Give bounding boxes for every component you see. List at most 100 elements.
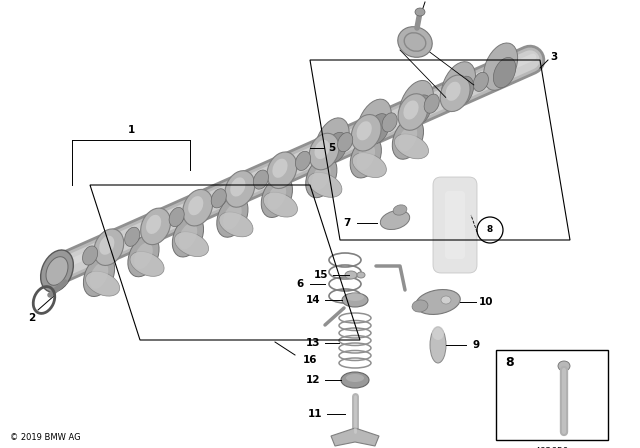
- Ellipse shape: [345, 271, 357, 279]
- Ellipse shape: [352, 153, 387, 177]
- Text: 11: 11: [308, 409, 323, 419]
- Text: 9: 9: [472, 340, 479, 350]
- Ellipse shape: [403, 100, 419, 120]
- Ellipse shape: [312, 164, 331, 190]
- Ellipse shape: [86, 271, 120, 296]
- Ellipse shape: [356, 144, 375, 170]
- Ellipse shape: [493, 57, 516, 88]
- Ellipse shape: [219, 212, 253, 237]
- Ellipse shape: [415, 8, 425, 16]
- Ellipse shape: [441, 296, 451, 304]
- Ellipse shape: [267, 152, 297, 189]
- Ellipse shape: [342, 293, 368, 307]
- Ellipse shape: [315, 118, 349, 165]
- Ellipse shape: [83, 246, 98, 265]
- Text: 14: 14: [306, 295, 320, 305]
- Ellipse shape: [134, 243, 153, 269]
- Ellipse shape: [273, 159, 287, 178]
- Ellipse shape: [179, 223, 197, 249]
- Ellipse shape: [451, 76, 474, 107]
- Ellipse shape: [188, 196, 204, 215]
- Ellipse shape: [558, 361, 570, 371]
- Ellipse shape: [306, 156, 337, 198]
- Ellipse shape: [296, 151, 310, 170]
- Ellipse shape: [175, 232, 209, 257]
- Ellipse shape: [367, 114, 389, 144]
- Ellipse shape: [380, 211, 410, 229]
- Ellipse shape: [125, 227, 140, 246]
- Ellipse shape: [346, 293, 364, 301]
- Ellipse shape: [325, 132, 348, 163]
- Ellipse shape: [392, 117, 424, 159]
- Ellipse shape: [399, 81, 433, 128]
- Ellipse shape: [356, 121, 372, 140]
- Ellipse shape: [440, 75, 470, 112]
- Ellipse shape: [264, 192, 298, 217]
- Ellipse shape: [398, 94, 428, 130]
- Ellipse shape: [172, 215, 204, 257]
- Ellipse shape: [169, 207, 184, 227]
- Ellipse shape: [398, 27, 432, 57]
- Ellipse shape: [341, 372, 369, 388]
- Ellipse shape: [253, 170, 268, 189]
- Ellipse shape: [399, 125, 417, 151]
- Ellipse shape: [346, 374, 364, 382]
- Ellipse shape: [146, 215, 161, 234]
- Ellipse shape: [183, 190, 212, 226]
- Text: 12: 12: [306, 375, 320, 385]
- Ellipse shape: [424, 94, 439, 113]
- Ellipse shape: [442, 62, 476, 109]
- Ellipse shape: [337, 133, 353, 152]
- Ellipse shape: [309, 133, 339, 170]
- Text: 5: 5: [328, 143, 335, 153]
- Ellipse shape: [409, 95, 431, 125]
- Text: 4: 4: [428, 0, 435, 2]
- FancyBboxPatch shape: [445, 191, 465, 259]
- Text: 7: 7: [343, 218, 351, 228]
- Ellipse shape: [130, 251, 164, 276]
- Ellipse shape: [128, 235, 159, 277]
- Text: 13: 13: [306, 338, 320, 348]
- Text: 15: 15: [314, 270, 328, 280]
- Ellipse shape: [350, 136, 381, 178]
- Ellipse shape: [445, 82, 461, 101]
- Ellipse shape: [94, 229, 124, 266]
- Ellipse shape: [314, 140, 330, 159]
- Ellipse shape: [99, 236, 115, 255]
- Ellipse shape: [217, 195, 248, 237]
- Text: 1: 1: [127, 125, 134, 135]
- Ellipse shape: [211, 189, 227, 208]
- Bar: [496, 350, 608, 440]
- Polygon shape: [331, 428, 379, 446]
- Text: 8: 8: [506, 356, 515, 369]
- Text: © 2019 BMW AG: © 2019 BMW AG: [10, 434, 81, 443]
- FancyBboxPatch shape: [433, 177, 477, 273]
- Ellipse shape: [357, 99, 391, 146]
- Text: 2: 2: [28, 313, 36, 323]
- Ellipse shape: [83, 255, 115, 297]
- Text: 10: 10: [479, 297, 493, 307]
- Text: 3: 3: [550, 52, 557, 62]
- Ellipse shape: [416, 289, 460, 314]
- Ellipse shape: [40, 250, 74, 292]
- Ellipse shape: [483, 43, 518, 90]
- Ellipse shape: [308, 172, 342, 197]
- Ellipse shape: [90, 263, 108, 289]
- Ellipse shape: [230, 177, 245, 197]
- Ellipse shape: [261, 176, 292, 217]
- Ellipse shape: [268, 183, 286, 210]
- Ellipse shape: [393, 205, 407, 215]
- Ellipse shape: [351, 115, 381, 151]
- Ellipse shape: [432, 326, 444, 340]
- Ellipse shape: [412, 300, 428, 312]
- Ellipse shape: [394, 134, 429, 159]
- Ellipse shape: [223, 203, 242, 229]
- Ellipse shape: [430, 327, 446, 363]
- Ellipse shape: [357, 272, 365, 278]
- Text: 6: 6: [296, 279, 303, 289]
- Text: 16: 16: [303, 355, 317, 365]
- Ellipse shape: [474, 72, 488, 91]
- Text: 8: 8: [487, 225, 493, 234]
- Ellipse shape: [382, 113, 397, 132]
- Ellipse shape: [225, 171, 255, 207]
